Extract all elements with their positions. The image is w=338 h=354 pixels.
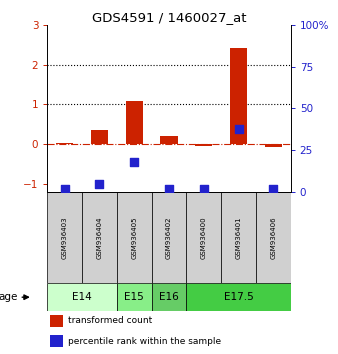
Text: E14: E14 <box>72 292 92 302</box>
Text: GSM936401: GSM936401 <box>236 217 242 259</box>
Bar <box>152 192 186 284</box>
Bar <box>125 101 143 144</box>
Point <box>166 186 172 192</box>
Bar <box>152 284 186 311</box>
Text: GSM936403: GSM936403 <box>62 217 68 259</box>
Text: age: age <box>0 292 18 302</box>
Bar <box>195 144 213 145</box>
Bar <box>230 48 247 144</box>
Point <box>97 181 102 187</box>
Bar <box>50 315 63 327</box>
Bar <box>160 136 178 144</box>
Bar <box>186 192 221 284</box>
Title: GDS4591 / 1460027_at: GDS4591 / 1460027_at <box>92 11 246 24</box>
Bar <box>56 143 73 144</box>
Bar <box>221 192 256 284</box>
Bar <box>47 192 82 284</box>
Bar <box>91 130 108 144</box>
Text: E16: E16 <box>159 292 179 302</box>
Text: transformed count: transformed count <box>68 316 152 325</box>
Point <box>271 186 276 192</box>
Text: E17.5: E17.5 <box>224 292 254 302</box>
Point <box>201 186 207 192</box>
Text: percentile rank within the sample: percentile rank within the sample <box>68 337 221 346</box>
Text: GSM936400: GSM936400 <box>201 217 207 259</box>
Bar <box>117 192 152 284</box>
Bar <box>50 336 63 347</box>
Bar <box>265 144 282 147</box>
Bar <box>47 284 117 311</box>
Point <box>62 186 67 192</box>
Point <box>236 126 241 131</box>
Bar <box>82 192 117 284</box>
Text: GSM936404: GSM936404 <box>96 217 102 259</box>
Point <box>131 159 137 165</box>
Bar <box>117 284 152 311</box>
Bar <box>256 192 291 284</box>
Text: GSM936405: GSM936405 <box>131 217 137 259</box>
Text: GSM936402: GSM936402 <box>166 217 172 259</box>
Text: E15: E15 <box>124 292 144 302</box>
Text: GSM936406: GSM936406 <box>270 217 276 259</box>
Bar <box>186 284 291 311</box>
